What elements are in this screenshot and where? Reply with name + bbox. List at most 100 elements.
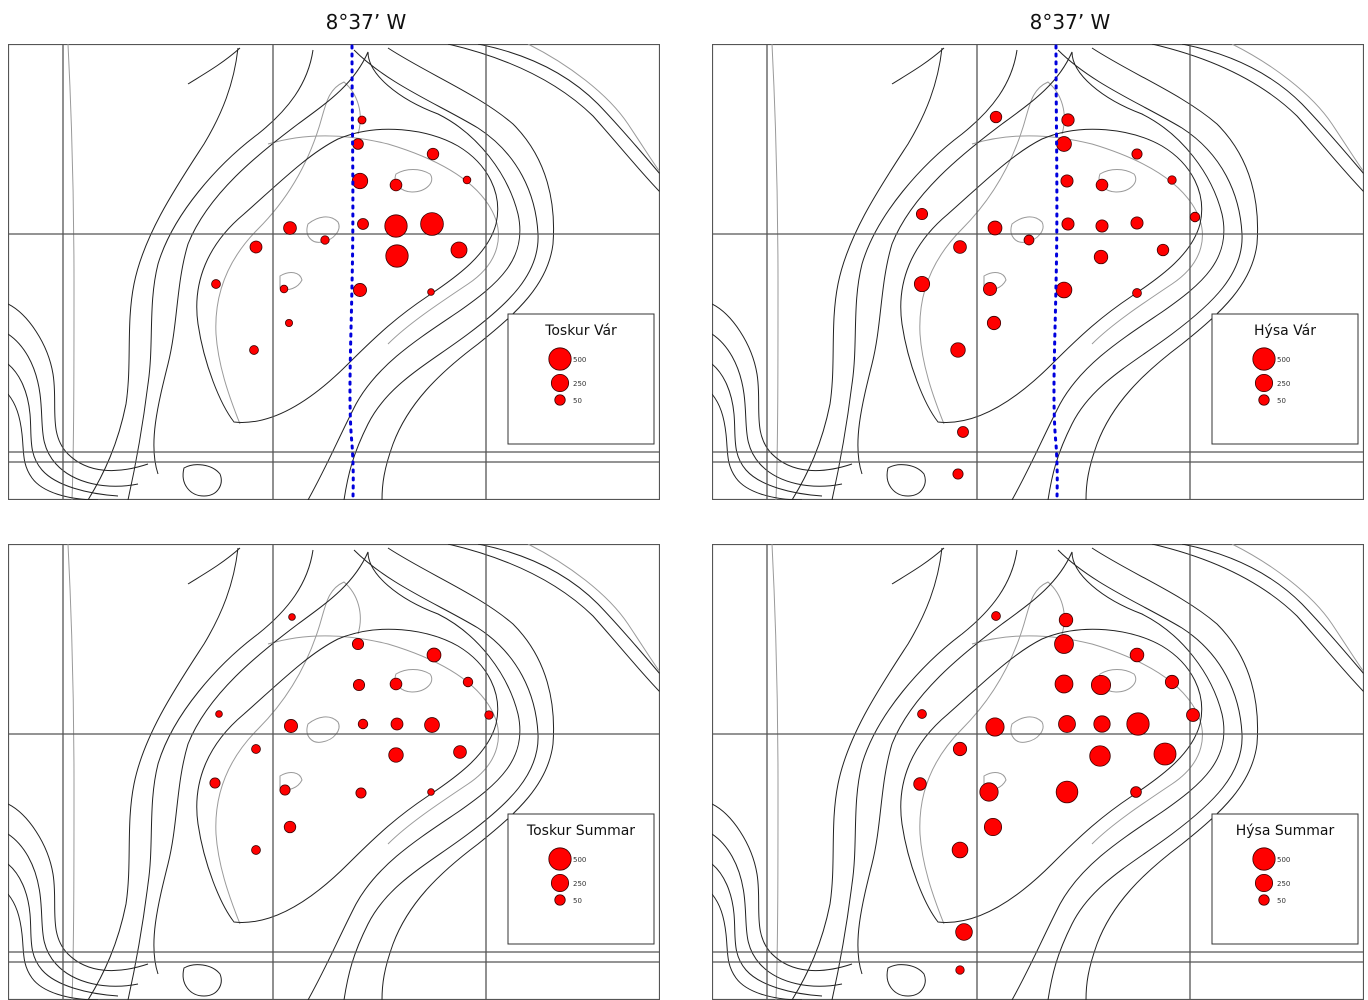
legend-circle: [1258, 394, 1270, 406]
legend-circle: [1258, 894, 1270, 906]
contour-line: [8, 863, 119, 997]
catch-circle: [426, 147, 440, 161]
bathymetry-contours: [712, 44, 1364, 500]
contour-line: [8, 833, 139, 987]
legend-value: 500: [573, 856, 586, 864]
catch-circle: [357, 218, 369, 230]
contour-line: [87, 47, 239, 500]
legend-value: 250: [1277, 380, 1290, 388]
contour-line: [477, 44, 660, 175]
legend-value: 50: [1277, 897, 1286, 905]
contour-line: [215, 81, 361, 425]
legend-value: 500: [1277, 856, 1290, 864]
catch-circle: [357, 115, 367, 125]
catch-circle: [352, 678, 366, 692]
meridian-line: [1052, 44, 1059, 500]
contour-line: [712, 333, 843, 487]
graticule: [8, 44, 660, 500]
longitude-label-left: 8°37’ W: [325, 10, 407, 34]
catch-circle: [1164, 674, 1180, 690]
catch-circle: [288, 613, 296, 621]
contour-line: [8, 303, 149, 472]
contour-line: [891, 47, 945, 85]
legend-box: [507, 813, 655, 945]
catch-circle: [1153, 742, 1177, 766]
catch-circle: [1060, 174, 1074, 188]
contour-line: [1085, 47, 1259, 500]
contour-line: [153, 551, 521, 1000]
catch-circle: [955, 923, 973, 941]
catch-stations: [913, 611, 1200, 975]
catch-circle: [991, 611, 1001, 621]
contour-line: [791, 547, 943, 1000]
legend-box: [507, 313, 655, 445]
legend-value: 50: [1277, 397, 1286, 405]
catch-circle: [385, 244, 409, 268]
meridian-line: [348, 44, 355, 500]
catch-circle: [384, 214, 408, 238]
contour-line: [712, 803, 853, 972]
contour-line: [87, 547, 239, 1000]
catch-circle: [917, 709, 927, 719]
catch-circle: [989, 110, 1003, 124]
legend-circle: [1252, 347, 1276, 371]
contour-line: [771, 544, 779, 1000]
catch-circle: [986, 315, 1002, 331]
catch-circle: [279, 284, 289, 294]
catch-circle: [1055, 780, 1079, 804]
contour-line: [477, 544, 660, 675]
contour-line: [712, 833, 843, 987]
contour-line: [857, 551, 1225, 1000]
legend: Toskur Summar 500 250 50: [507, 813, 655, 945]
catch-circle: [1129, 647, 1145, 663]
catch-circle: [426, 647, 442, 663]
legend-value: 250: [1277, 880, 1290, 888]
catch-circle: [979, 782, 999, 802]
catch-circle: [1156, 243, 1170, 257]
catch-circle: [320, 235, 330, 245]
contour-line: [187, 547, 241, 585]
contour-line: [267, 635, 499, 845]
contour-line: [187, 47, 241, 85]
catch-circle: [1089, 745, 1111, 767]
legend-value: 250: [573, 880, 586, 888]
contour-line: [67, 44, 75, 500]
catch-circle: [355, 787, 367, 799]
legend-circle: [554, 894, 566, 906]
contour-line: [857, 51, 1225, 500]
legend-box: [1211, 313, 1359, 445]
catch-circle: [1061, 113, 1075, 127]
catch-circle: [484, 710, 494, 720]
contour-line: [1151, 544, 1364, 693]
contour-line: [196, 628, 499, 923]
catch-circle: [913, 275, 931, 293]
catch-circle: [913, 777, 927, 791]
catch-circle: [353, 283, 367, 297]
graticule: [712, 544, 1364, 1000]
catch-circle: [388, 747, 404, 763]
catch-circle: [351, 637, 365, 651]
catch-circle: [1023, 234, 1035, 246]
catch-circle: [215, 710, 223, 718]
legend-value: 250: [573, 380, 586, 388]
contour-line: [971, 635, 1203, 845]
catch-circle: [1054, 634, 1074, 654]
contour-line: [712, 393, 803, 500]
catch-circle: [955, 965, 965, 975]
catch-circle: [209, 777, 221, 789]
catch-circle: [1167, 175, 1177, 185]
catch-circle: [450, 241, 468, 259]
map-panel-toskur-summar: Toskur Summar 500 250 50: [8, 544, 660, 1000]
catch-circle: [1055, 281, 1073, 299]
legend-circle: [1254, 373, 1274, 393]
catch-circle: [1131, 148, 1143, 160]
contour-line: [182, 464, 222, 497]
contour-line: [215, 581, 361, 925]
contour-line: [771, 44, 779, 500]
contour-line: [527, 544, 660, 673]
contour-line: [381, 47, 555, 500]
catch-circle: [1126, 712, 1150, 736]
contour-line: [886, 464, 926, 497]
contour-line: [712, 303, 853, 472]
catch-circle: [249, 345, 259, 355]
